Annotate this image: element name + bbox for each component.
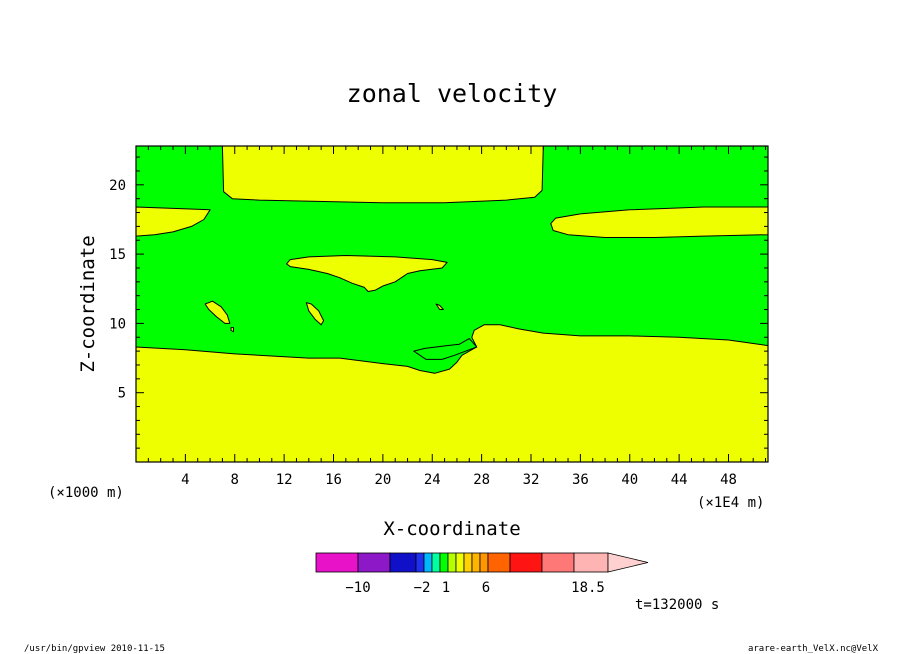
- y-tick-label: 10: [109, 316, 126, 332]
- y-axis-label: Z-coordinate: [77, 235, 99, 372]
- colorbar-label: 6: [482, 580, 490, 596]
- footer-left: /usr/bin/gpview 2010-11-15: [24, 644, 165, 654]
- x-tick-label: 36: [572, 472, 589, 488]
- y-tick-label: 15: [109, 247, 126, 263]
- colorbar-label: 18.5: [571, 580, 605, 596]
- x-tick-label: 20: [374, 472, 391, 488]
- x-tick-label: 8: [231, 472, 239, 488]
- colorbar: −10 −2 1 6 18.5: [315, 552, 649, 596]
- colorbar-swatch: [463, 552, 473, 573]
- colorbar-swatch: [415, 552, 425, 573]
- lower-green-pocket: [413, 338, 478, 360]
- x-tick-label: 12: [276, 472, 293, 488]
- colorbar-swatch: [357, 552, 391, 573]
- small-yellow-blob-1: [204, 300, 231, 324]
- footer-right: arare-earth_VelX.nc@VelX: [748, 644, 879, 654]
- colorbar-label: −10: [345, 580, 370, 596]
- x-tick-label: 28: [473, 472, 490, 488]
- small-yellow-blob-3: [435, 303, 444, 310]
- colorbar-swatch: [479, 552, 489, 573]
- contour-plot: [135, 145, 769, 463]
- x-axis-label: X-coordinate: [383, 518, 520, 540]
- colorbar-swatch: [431, 552, 441, 573]
- plot-frame: [135, 145, 769, 463]
- top-center-yellow: [221, 145, 544, 204]
- colorbar-arrow: [607, 552, 649, 573]
- y-tick-label: 5: [118, 386, 126, 402]
- colorbar-swatch: [573, 552, 609, 573]
- upper-left-yellow: [135, 206, 211, 237]
- upper-right-yellow: [550, 206, 769, 238]
- colorbar-swatch: [447, 552, 457, 573]
- colorbar-label: −2: [414, 580, 431, 596]
- x-tick-label: 44: [671, 472, 688, 488]
- small-yellow-blob-4: [230, 327, 234, 333]
- colorbar-swatch: [389, 552, 417, 573]
- x-tick-label: 4: [181, 472, 189, 488]
- colorbar-swatch: [471, 552, 481, 573]
- small-yellow-blob-2: [305, 302, 325, 326]
- chart-title: zonal velocity: [347, 79, 558, 108]
- x-tick-label: 32: [523, 472, 540, 488]
- colorbar-swatch: [315, 552, 359, 573]
- time-label: t=132000 s: [635, 597, 719, 613]
- x-tick-label: 40: [621, 472, 638, 488]
- x-tick-label: 48: [720, 472, 737, 488]
- x-tick-label: 16: [325, 472, 342, 488]
- colorbar-label: 1: [442, 580, 450, 596]
- colorbar-swatch: [423, 552, 433, 573]
- middle-yellow-lobe: [286, 255, 448, 292]
- colorbar-swatch: [541, 552, 575, 573]
- colorbar-swatch: [455, 552, 465, 573]
- colorbar-swatch: [487, 552, 511, 573]
- x-unit-left: (×1000 m): [48, 485, 124, 501]
- colorbar-swatch: [439, 552, 449, 573]
- x-tick-label: 24: [424, 472, 441, 488]
- y-tick-label: 20: [109, 178, 126, 194]
- colorbar-swatch: [509, 552, 543, 573]
- x-unit-right: (×1E4 m): [697, 495, 764, 511]
